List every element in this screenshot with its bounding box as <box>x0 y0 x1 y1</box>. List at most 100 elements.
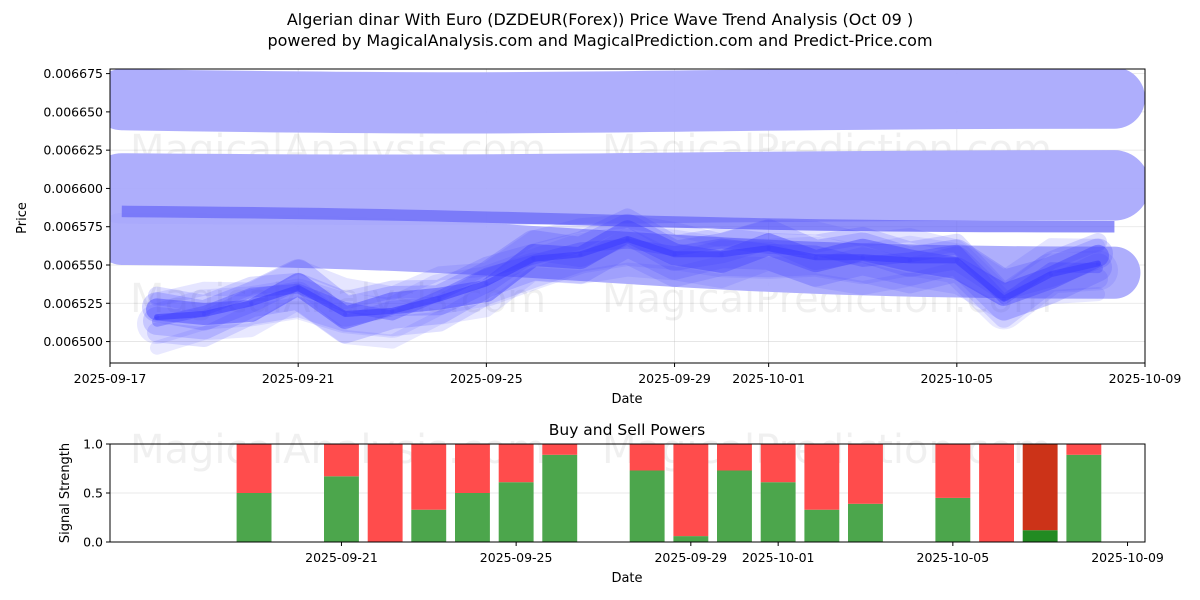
sell-bar <box>1022 444 1058 531</box>
sell-bar <box>411 444 447 510</box>
sell-bar <box>673 444 709 537</box>
price-wave-line <box>147 244 1108 347</box>
signal-y-tick-label: 1.0 <box>83 437 103 452</box>
signal-x-axis-label: Date <box>611 571 642 586</box>
price-point <box>860 255 865 260</box>
price-y-tick-label: 0.006500 <box>43 334 103 349</box>
wave-band-mid-wave <box>121 205 1115 233</box>
price-y-axis: 0.006500 0.006525 0.006550 0.006575 0.006600… <box>43 66 110 349</box>
sell-bar <box>542 444 578 455</box>
price-wave-line <box>143 228 1112 344</box>
sell-bar <box>455 444 490 493</box>
signal-x-tick-label: 2025-09-25 <box>480 550 553 565</box>
signal-x-tick-label: 2025-09-21 <box>305 550 378 565</box>
signal-y-axis-label: Signal Strength <box>58 443 73 543</box>
price-x-tick-label: 2025-09-17 <box>74 371 147 386</box>
price-point <box>813 255 818 260</box>
price-point <box>484 281 489 286</box>
buy-bar <box>236 493 272 542</box>
signal-x-axis: 2025-09-21 2025-09-25 2025-09-29 2025-10-01… <box>305 542 1164 565</box>
buy-bar <box>1066 454 1102 542</box>
price-point <box>1048 272 1053 277</box>
price-x-tick-label: 2025-09-21 <box>262 371 335 386</box>
buy-bar <box>498 482 534 542</box>
price-wave-line <box>142 214 1113 331</box>
wave-band-long-wave-middle <box>110 150 1145 225</box>
price-line <box>154 236 1101 321</box>
price-point <box>1001 296 1006 301</box>
sell-bar <box>324 444 359 477</box>
signal-x-tick-label: 2025-10-01 <box>742 550 815 565</box>
price-wave-line <box>150 256 1105 355</box>
price-point <box>155 315 160 320</box>
signal-y-tick-label: 0.5 <box>83 486 103 501</box>
sell-bar <box>367 444 403 542</box>
sell-bar <box>804 444 840 510</box>
buy-bar <box>804 509 840 542</box>
price-x-tick-label: 2025-09-25 <box>450 371 523 386</box>
sell-bar <box>848 444 883 504</box>
price-point <box>907 258 912 263</box>
price-wave-line <box>148 208 1107 313</box>
chart-title: Algerian dinar With Euro (DZDEUR(Forex))… <box>286 10 914 29</box>
price-y-tick-label: 0.006650 <box>43 104 103 119</box>
price-point <box>1095 261 1100 266</box>
price-point <box>719 252 724 257</box>
buy-bar <box>629 470 665 542</box>
price-y-tick-label: 0.006550 <box>43 258 103 273</box>
price-wave-line <box>150 214 1105 307</box>
wave-bands <box>110 69 1145 299</box>
sell-bar <box>935 444 971 498</box>
signal-y-tick-label: 0.0 <box>83 535 103 550</box>
price-point <box>625 236 630 241</box>
price-y-tick-label: 0.006600 <box>43 181 103 196</box>
wave-band-long-wave-lower <box>110 212 1141 299</box>
signal-bars <box>236 444 1102 542</box>
sell-bar <box>629 444 665 471</box>
buy-bar <box>673 536 709 542</box>
buy-bar <box>411 509 447 542</box>
sell-bar <box>1066 444 1102 455</box>
price-y-tick-label: 0.006525 <box>43 296 103 311</box>
buy-bar <box>848 503 883 542</box>
price-point <box>390 308 395 313</box>
price-x-tick-label: 2025-10-09 <box>1109 371 1182 386</box>
wave-band-long-wave-upper <box>110 69 1145 134</box>
price-point <box>954 258 959 263</box>
buy-bar <box>760 482 796 542</box>
price-x-tick-label: 2025-09-29 <box>638 371 711 386</box>
price-point <box>202 312 207 316</box>
signal-x-tick-label: 2025-10-05 <box>917 550 990 565</box>
buy-bar <box>935 497 971 542</box>
price-x-axis-label: Date <box>611 392 642 407</box>
price-point <box>249 301 254 306</box>
buy-bar <box>1022 530 1058 542</box>
buy-bar <box>324 476 359 542</box>
signal-x-tick-label: 2025-10-09 <box>1091 550 1164 565</box>
price-y-tick-label: 0.006625 <box>43 143 103 158</box>
price-y-tick-label: 0.006575 <box>43 219 103 234</box>
price-waves <box>137 208 1118 355</box>
price-x-tick-label: 2025-10-05 <box>920 371 993 386</box>
buy-bar <box>717 470 752 542</box>
price-point <box>766 246 771 251</box>
sell-bar <box>498 444 534 483</box>
price-point <box>437 296 442 301</box>
sell-bar <box>717 444 752 471</box>
chart-subtitle: powered by MagicalAnalysis.com and Magic… <box>267 31 933 50</box>
signal-y-axis: 0.0 0.5 1.0 <box>83 437 110 550</box>
price-point <box>296 285 301 290</box>
sell-bar <box>979 444 1014 542</box>
sell-bar <box>236 444 272 493</box>
price-point <box>531 256 536 261</box>
price-point <box>343 312 348 316</box>
price-x-axis: 2025-09-17 2025-09-21 2025-09-25 2025-09-29… <box>74 363 1182 386</box>
price-plot-frame <box>109 68 1146 364</box>
price-y-axis-label: Price <box>15 202 30 234</box>
sell-bar <box>760 444 796 483</box>
signal-x-tick-label: 2025-09-29 <box>654 550 727 565</box>
buy-bar <box>455 493 490 542</box>
price-y-tick-label: 0.006675 <box>43 66 103 81</box>
price-point <box>578 252 583 257</box>
